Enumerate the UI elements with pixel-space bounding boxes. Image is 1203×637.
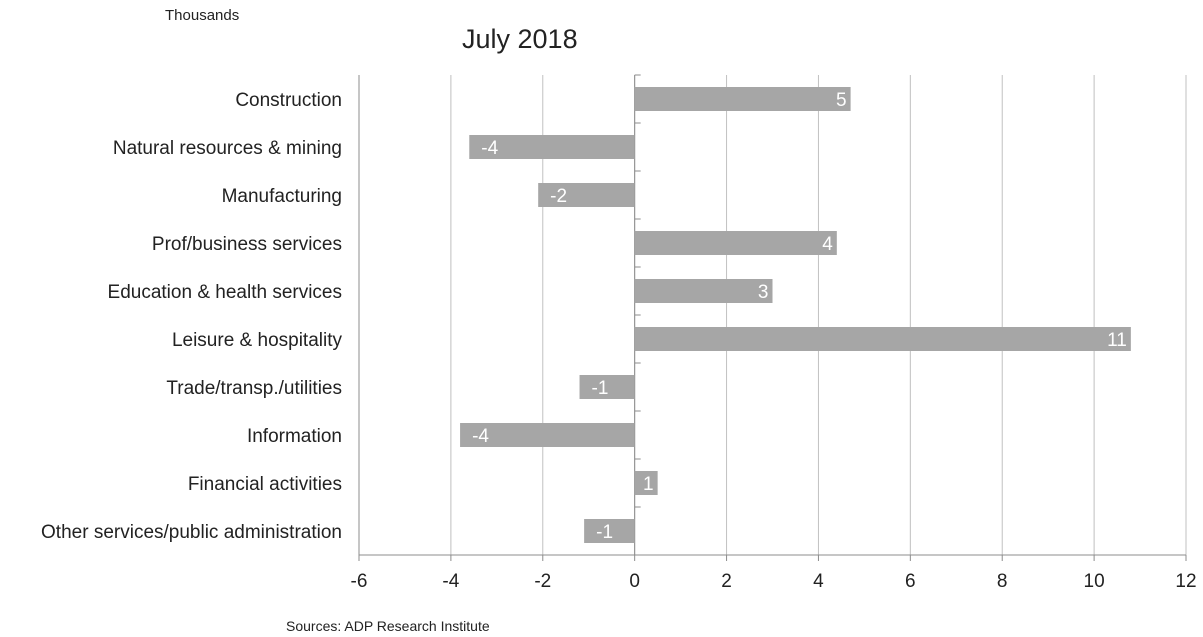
bar <box>634 327 1131 351</box>
category-label: Prof/business services <box>152 234 342 255</box>
bar <box>469 135 635 159</box>
x-tick-label: -2 <box>534 571 551 592</box>
source-note: Sources: ADP Research Institute <box>286 618 490 634</box>
x-tick-label: 8 <box>997 571 1008 592</box>
x-tick-label: 0 <box>629 571 640 592</box>
category-label: Financial activities <box>188 474 342 495</box>
bar <box>579 375 635 399</box>
category-label: Leisure & hospitality <box>172 330 343 351</box>
bar <box>634 471 658 495</box>
x-tick-label: 2 <box>721 571 732 592</box>
units-label: Thousands <box>165 7 240 24</box>
data-label: 3 <box>758 282 769 303</box>
category-label: Information <box>247 426 342 447</box>
bar <box>538 183 635 207</box>
data-label: -4 <box>481 138 498 159</box>
category-label: Trade/transp./utilities <box>166 378 342 399</box>
data-label: -4 <box>472 426 489 447</box>
x-tick-label: 10 <box>1084 571 1105 592</box>
x-tick-label: 6 <box>905 571 916 592</box>
bar <box>584 519 635 543</box>
data-label: 5 <box>836 90 847 111</box>
category-label: Education & health services <box>108 282 342 303</box>
category-label: Natural resources & mining <box>113 138 342 159</box>
x-tick-label: 4 <box>813 571 824 592</box>
bar <box>460 423 635 447</box>
bar <box>634 279 773 303</box>
data-label: -1 <box>592 378 609 399</box>
category-label: Manufacturing <box>222 186 342 207</box>
bar <box>634 231 837 255</box>
category-label: Other services/public administration <box>41 522 342 543</box>
category-label: Construction <box>235 90 342 111</box>
chart-title: July 2018 <box>462 24 578 54</box>
data-label: -1 <box>596 522 613 543</box>
x-tick-label: -6 <box>351 571 368 592</box>
x-tick-label: -4 <box>442 571 459 592</box>
data-label: -2 <box>550 186 567 207</box>
data-label: 1 <box>643 474 654 495</box>
data-label: 4 <box>822 234 833 255</box>
data-label: 11 <box>1107 330 1127 351</box>
bar <box>634 87 851 111</box>
x-tick-label: 12 <box>1175 571 1196 592</box>
